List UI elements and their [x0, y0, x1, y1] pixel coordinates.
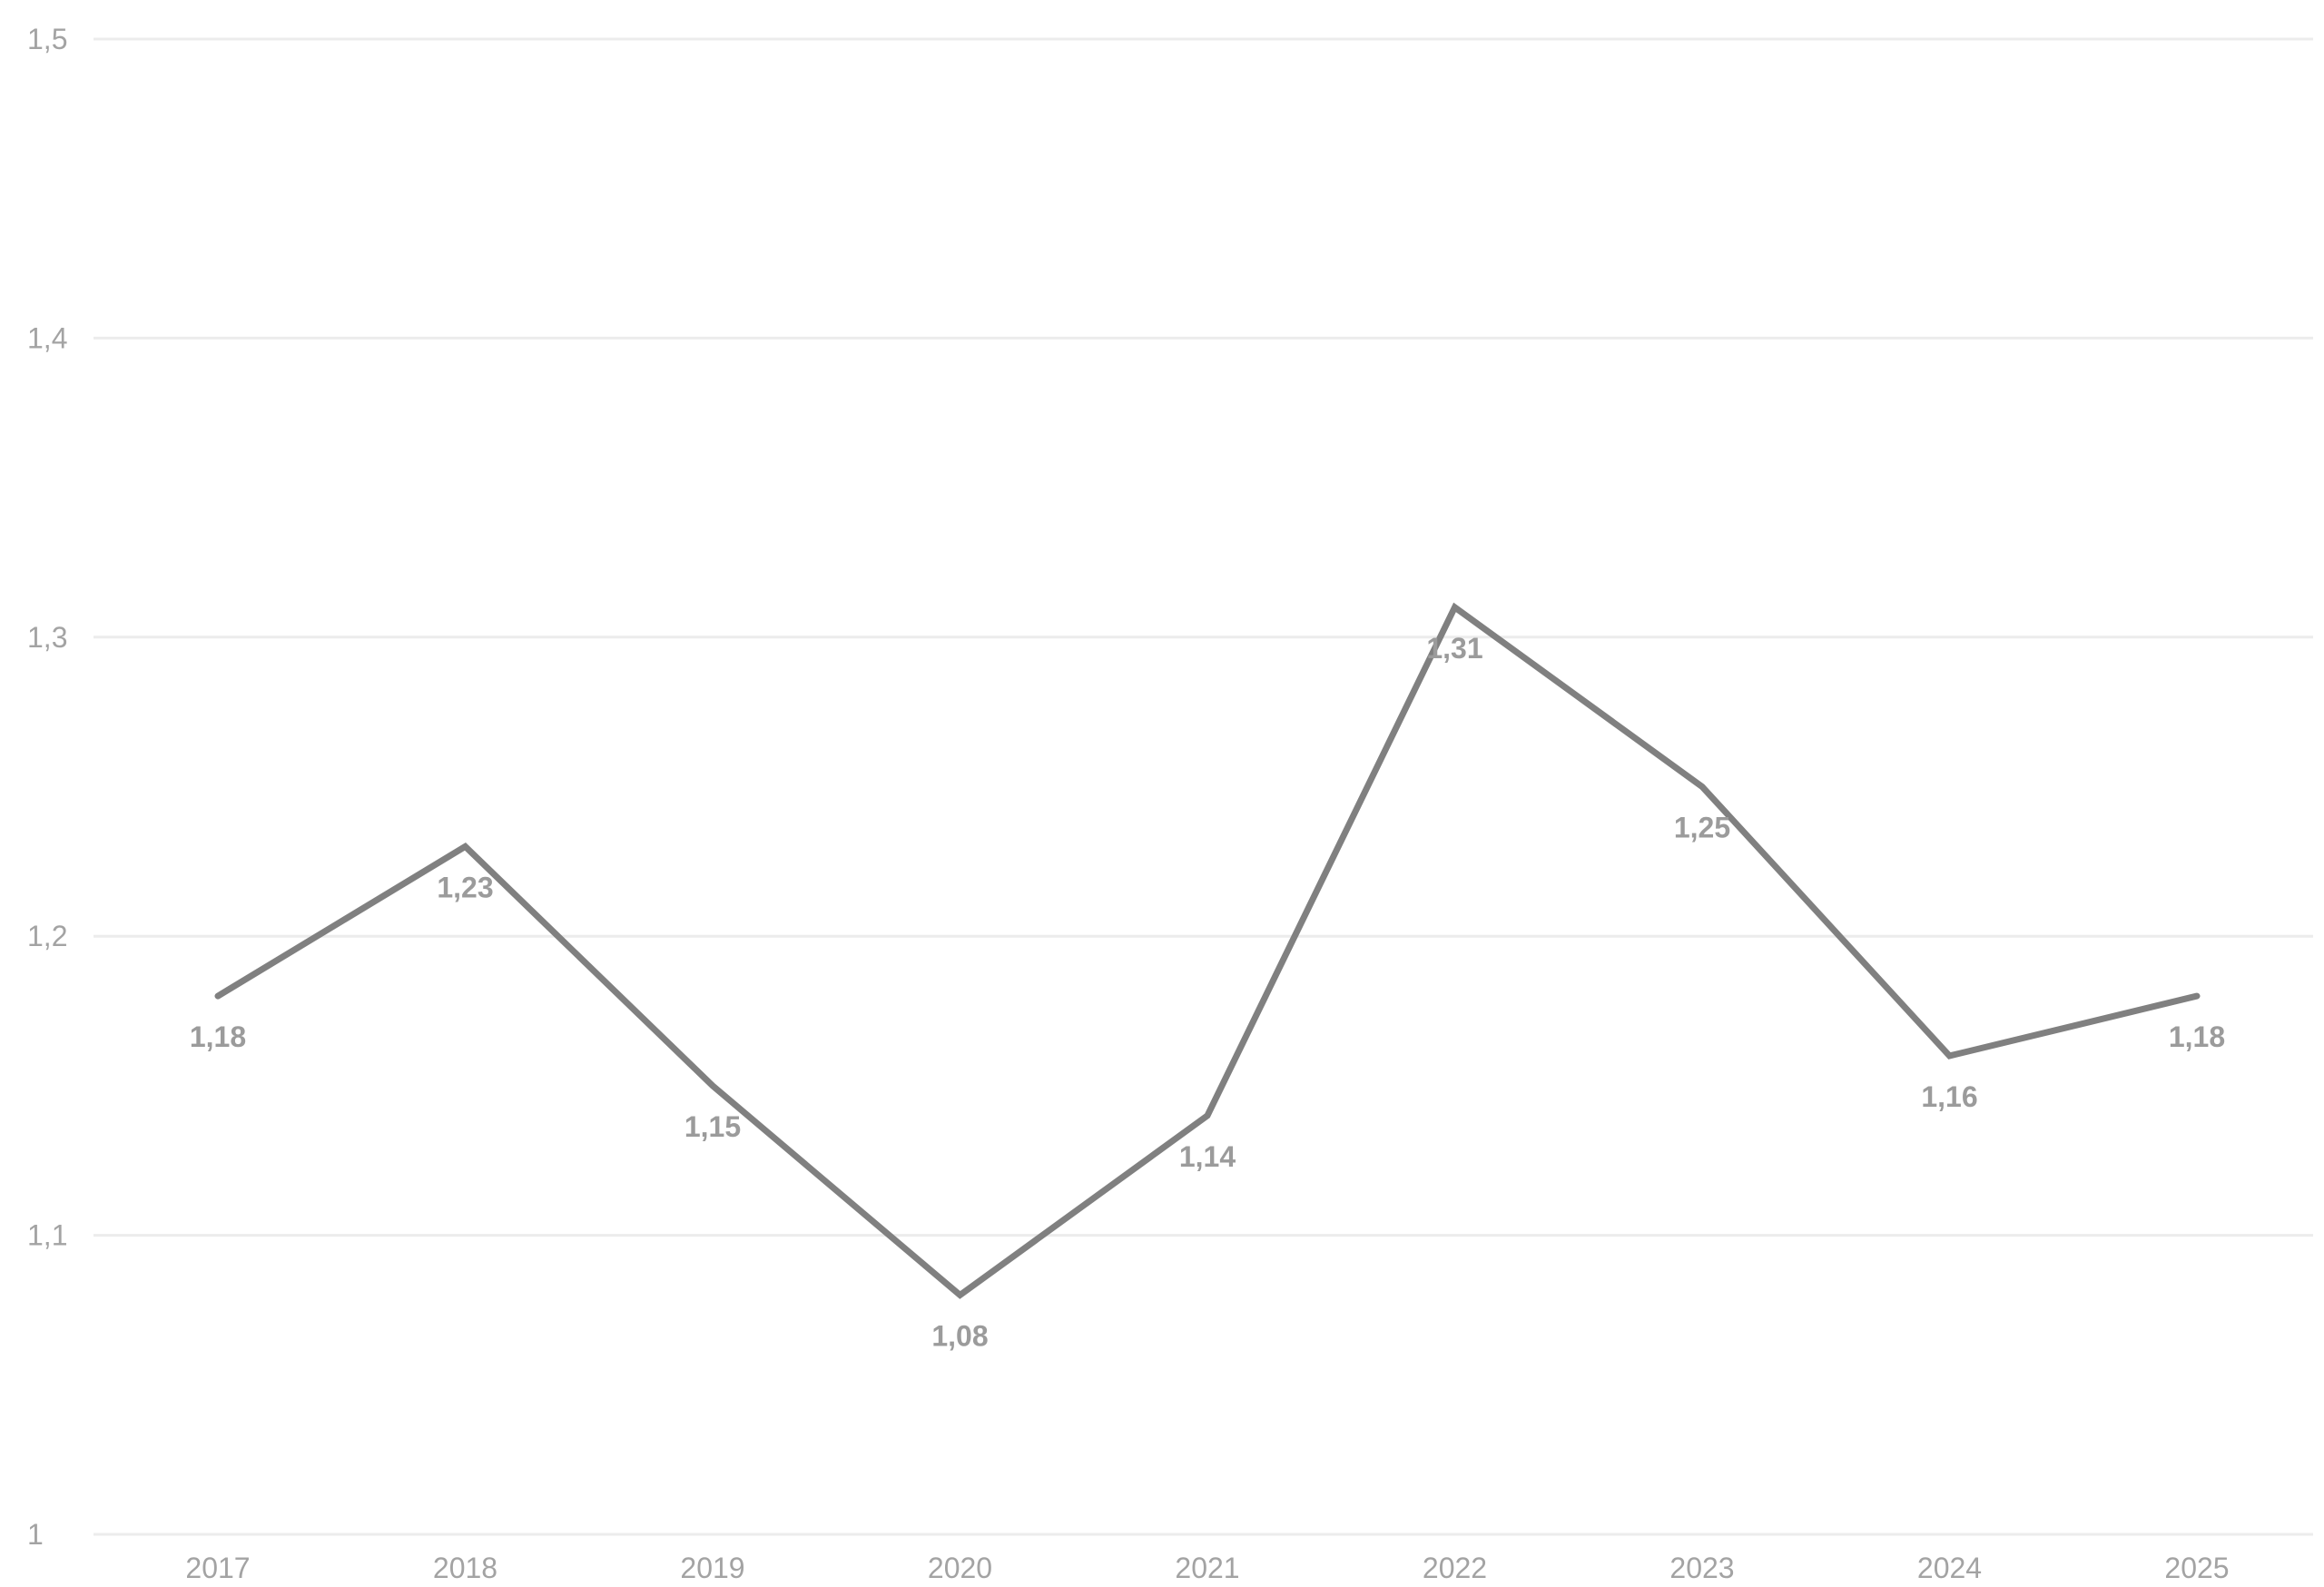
series-lines: [214, 602, 2201, 1299]
x-tick-label: 2021: [1175, 1552, 1239, 1584]
data-label: 1,15: [684, 1110, 741, 1143]
x-tick-label: 2019: [680, 1552, 744, 1584]
data-label: 1,18: [190, 1020, 246, 1053]
y-tick-label: 1,3: [27, 621, 67, 654]
data-label: 1,14: [1179, 1140, 1236, 1173]
data-label: 1,08: [931, 1319, 988, 1352]
y-axis-ticks: 1 1,1 1,2 1,3 1,4 1,5: [27, 23, 67, 1551]
y-tick-label: 1,1: [27, 1219, 67, 1252]
data-label: 1,23: [437, 871, 493, 903]
x-tick-label: 2018: [433, 1552, 497, 1584]
y-tick-label: 1: [27, 1518, 44, 1551]
data-label: 1,25: [1674, 812, 1730, 844]
gridlines: [94, 37, 2313, 1536]
data-label: 1,31: [1426, 632, 1482, 665]
x-axis-ticks: 2017 2018 2019 2020 2021 2022 2023 2024 2025: [185, 1552, 2229, 1584]
x-tick-label: 2025: [2164, 1552, 2229, 1584]
data-label: 1,16: [1921, 1080, 1977, 1113]
y-tick-label: 1,5: [27, 23, 67, 55]
data-labels: 1,18 1,23 1,15 1,08 1,14 1,31 1,25 1,16 1,18: [190, 632, 2225, 1353]
x-tick-label: 2020: [928, 1552, 992, 1584]
x-tick-label: 2023: [1669, 1552, 1734, 1584]
x-tick-label: 2017: [185, 1552, 250, 1584]
series-line: [214, 602, 2201, 1299]
y-tick-label: 1,4: [27, 321, 67, 354]
x-tick-label: 2024: [1917, 1552, 1982, 1584]
data-label: 1,18: [2169, 1020, 2225, 1053]
y-tick-label: 1,2: [27, 920, 67, 952]
x-tick-label: 2022: [1423, 1552, 1487, 1584]
